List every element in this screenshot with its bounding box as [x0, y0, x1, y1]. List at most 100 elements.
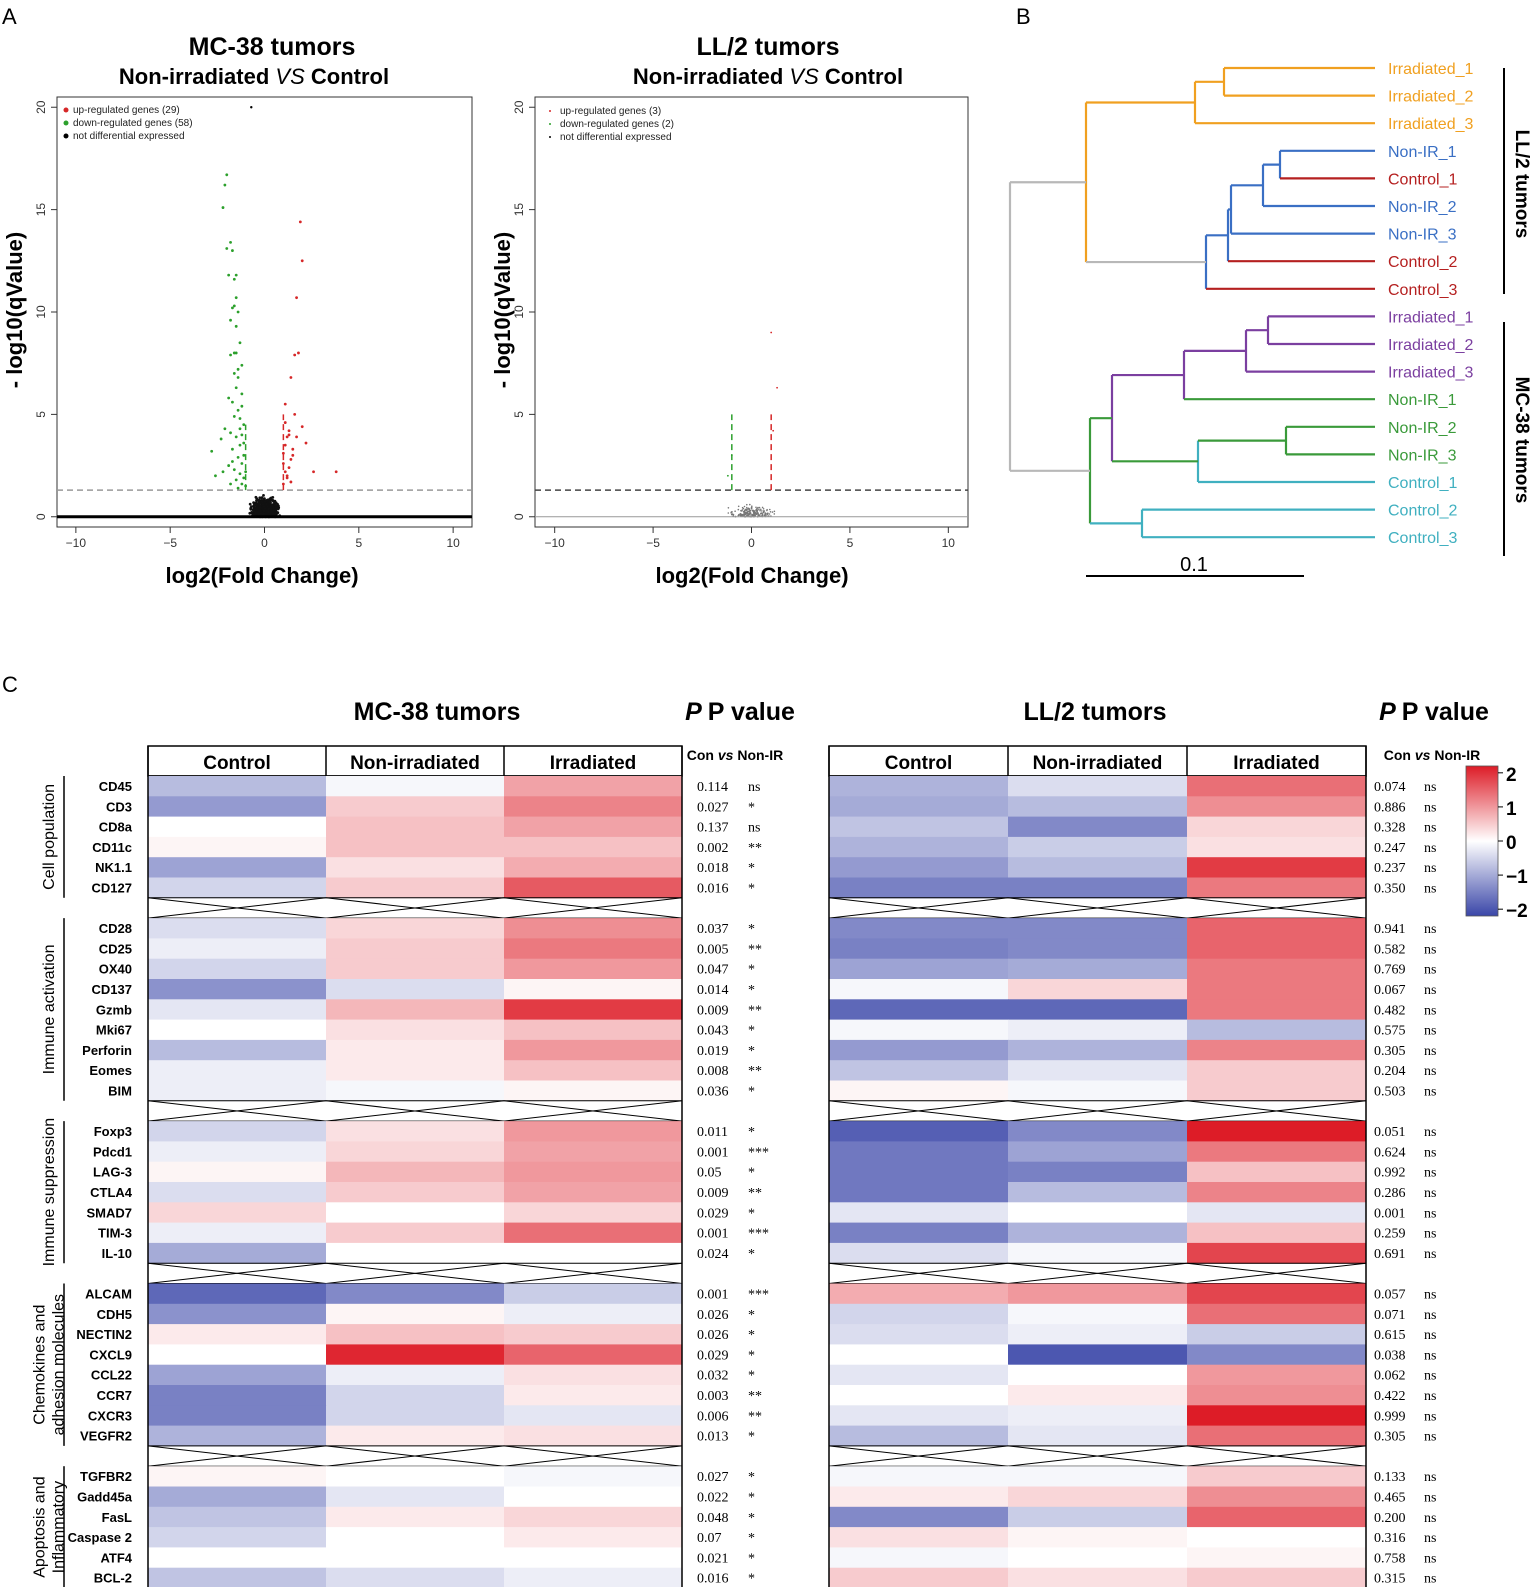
- volcano-plot-mc38: MC-38 tumors Non-irradiated VS Control −…: [2, 33, 473, 588]
- legend-down-label: down-regulated genes (58): [73, 118, 193, 129]
- heatmap-cell: [504, 857, 683, 878]
- volcano-mc38-axes: −10 −5 0 5 10 0 5 10 15 20: [34, 100, 472, 550]
- ns-point: [249, 506, 253, 509]
- ns-point: [262, 494, 265, 497]
- gene-label: TGFBR2: [80, 1469, 132, 1484]
- separator-cross: [503, 1445, 683, 1467]
- heatmap-ll2-title: LL/2 tumors: [1023, 698, 1166, 726]
- heatmap-cell: [1187, 1222, 1367, 1244]
- up-regulated-point: [293, 353, 297, 357]
- separator-cross: [325, 1100, 505, 1122]
- heatmap-cell: [1187, 877, 1367, 899]
- y-tick-label: 5: [512, 411, 526, 418]
- gene-label: TIM-3: [98, 1226, 132, 1241]
- down-regulated-point: [227, 464, 231, 467]
- up-regulated-point: [289, 458, 293, 461]
- ns-point: [743, 505, 746, 508]
- p-value: 0.137: [697, 821, 729, 836]
- p-value: 0.029: [697, 1206, 729, 1221]
- gene-label: Perforin: [82, 1043, 132, 1058]
- heatmap-cell: [1187, 1567, 1367, 1587]
- ns-point: [761, 510, 763, 512]
- legend-ns-marker: [549, 136, 551, 138]
- category-label: Immune suppression: [41, 1118, 58, 1267]
- volcano-ll2-title: LL/2 tumors: [696, 33, 839, 61]
- heatmap-cell: [148, 1019, 327, 1041]
- volcano-ll2-subtitle: Non-irradiated VS Control: [633, 64, 903, 89]
- heatmap-cell: [1008, 836, 1188, 858]
- heatmap-cell: [504, 776, 683, 797]
- leaf-label: Non-IR_1: [1388, 392, 1457, 409]
- down-regulated-point: [244, 470, 248, 474]
- heatmap-cell: [829, 1405, 1009, 1427]
- ns-point: [746, 511, 749, 513]
- separator-cross: [828, 897, 1009, 919]
- gene-label: LAG-3: [93, 1165, 132, 1180]
- ns-point: [262, 497, 266, 501]
- significance-mark: ns: [1424, 1085, 1436, 1100]
- heatmap-cell: [326, 1060, 505, 1081]
- heatmap-cell: [829, 1425, 1009, 1447]
- y-tick-label: 15: [34, 203, 48, 217]
- down-regulated-point: [229, 318, 232, 322]
- ns-point: [263, 500, 267, 503]
- heatmap-cell: [504, 1182, 683, 1203]
- heatmap-cell: [1187, 1425, 1367, 1447]
- heatmap-cell: [148, 1242, 327, 1264]
- heatmap-cell: [1187, 1060, 1367, 1081]
- y-tick-label: 10: [34, 305, 48, 319]
- heatmap-cell: [829, 1385, 1009, 1406]
- ns-point: [751, 509, 754, 512]
- down-regulated-point: [232, 304, 236, 308]
- heatmap-cell: [1008, 1202, 1188, 1224]
- leaf-label: Non-IR_3: [1388, 447, 1457, 464]
- significance-mark: **: [748, 1409, 762, 1424]
- significance-mark: *: [748, 1024, 755, 1039]
- group-label-ll2: LL/2 tumors: [1511, 130, 1532, 239]
- separator-cross: [147, 1262, 327, 1284]
- gene-label: SMAD7: [86, 1205, 132, 1220]
- heatmap-cell: [504, 1161, 683, 1183]
- p-value: 0.305: [1374, 1044, 1406, 1059]
- heatmap-cell: [1008, 796, 1188, 818]
- significance-mark: ns: [1424, 1247, 1436, 1262]
- heatmap-cell: [829, 1547, 1009, 1569]
- gene-label: Eomes: [89, 1063, 132, 1078]
- heatmap-cell: [1187, 999, 1367, 1021]
- ns-point: [737, 505, 740, 508]
- gene-label: CCR7: [97, 1388, 132, 1403]
- leaf-label: Irradiated_3: [1388, 365, 1473, 382]
- significance-mark: *: [748, 1551, 755, 1566]
- down-regulated-point: [238, 341, 242, 345]
- x-tick-label: 5: [847, 536, 854, 550]
- heatmap-cell: [829, 1202, 1009, 1224]
- down-regulated-point: [240, 433, 244, 437]
- down-regulated-point: [238, 443, 242, 447]
- p-value: 0.018: [697, 861, 729, 876]
- heatmap-cell: [326, 979, 505, 1000]
- significance-mark: ns: [1424, 1389, 1436, 1404]
- heatmap-cell: [326, 1303, 505, 1325]
- separator-cross: [1007, 1100, 1188, 1122]
- separator-cross: [147, 1100, 327, 1122]
- significance-mark: ns: [748, 780, 760, 795]
- heatmap-cell: [1187, 1486, 1367, 1508]
- down-regulated-point: [240, 392, 244, 396]
- separator-cross: [325, 897, 505, 919]
- down-regulated-point: [238, 427, 242, 431]
- category-label: Immune activation: [41, 945, 58, 1075]
- colorbar-tick-label: 2: [1506, 765, 1517, 786]
- gene-label: CXCR3: [88, 1408, 132, 1423]
- significance-mark: **: [748, 1003, 762, 1018]
- ns-point: [730, 513, 733, 516]
- leaf-label: Control_1: [1388, 171, 1457, 188]
- ns-point: [748, 510, 751, 513]
- heatmap-cell: [148, 1344, 327, 1366]
- ns-point: [760, 508, 762, 511]
- x-tick-label: −5: [646, 536, 660, 550]
- colorbar-tick-label: 0: [1506, 833, 1517, 854]
- heatmap-cell: [504, 1242, 683, 1264]
- heatmap-cell: [1008, 938, 1188, 960]
- ns-point: [268, 500, 272, 503]
- ns-point: [257, 500, 261, 503]
